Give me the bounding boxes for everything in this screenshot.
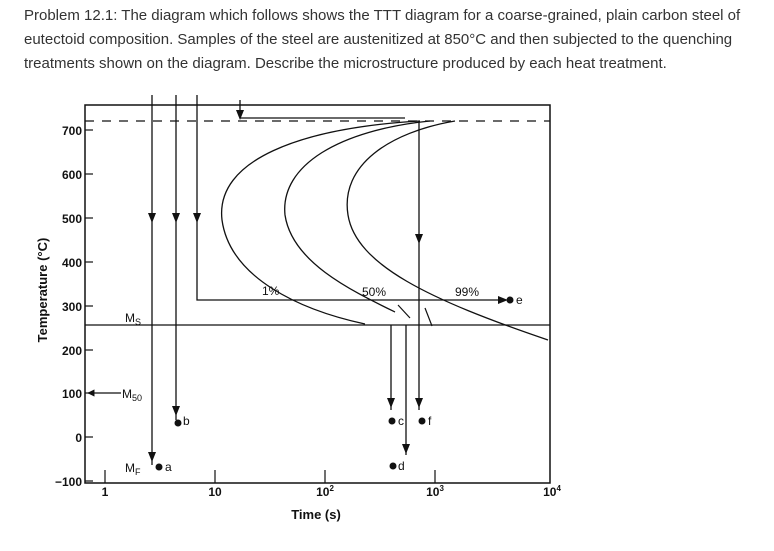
transformation-mid-curve <box>284 120 431 313</box>
path-e-arrow-1 <box>193 213 201 223</box>
path-a-arrow-1 <box>148 213 156 223</box>
x-tick-10000: 104 <box>543 484 561 499</box>
curve-cross-tick-1 <box>397 304 411 319</box>
point-f-dot <box>418 417 426 425</box>
point-e-label: e <box>516 293 523 307</box>
point-c-label: c <box>398 414 404 428</box>
path-e-arrow-2 <box>498 296 508 304</box>
point-d-label: d <box>398 459 405 473</box>
y-tick-700: 700 <box>62 124 82 138</box>
x-axis-ticks <box>104 470 436 483</box>
path-cd-top-arrow <box>236 110 244 120</box>
transformation-end-curve <box>346 120 549 341</box>
x-axis-label: Time (s) <box>291 507 341 522</box>
path-c-arrow <box>387 398 395 408</box>
point-b-dot <box>174 419 182 427</box>
y-axis-label: Temperature (°C) <box>35 238 50 343</box>
path-a-arrow-2 <box>148 452 156 462</box>
y-tick-600: 600 <box>62 168 82 182</box>
path-b-arrow-1 <box>172 213 180 223</box>
y-axis-ticks <box>85 129 93 482</box>
problem-statement: Problem 12.1: The diagram which follows … <box>24 7 741 72</box>
curve-label-1pct: 1% <box>262 284 280 298</box>
x-tick-10: 10 <box>208 485 222 499</box>
path-f-arrow-2 <box>415 398 423 408</box>
ms-label: MS <box>125 311 141 327</box>
point-d-dot <box>389 462 397 470</box>
y-tick-400: 400 <box>62 256 82 270</box>
x-tick-1: 1 <box>102 485 109 499</box>
x-tick-100: 102 <box>316 484 334 499</box>
curve-label-50pct: 50% <box>362 285 386 299</box>
point-a-dot <box>155 463 163 471</box>
x-tick-1000: 103 <box>426 484 444 499</box>
y-tick-200: 200 <box>62 344 82 358</box>
mf-label: MF <box>125 461 141 477</box>
y-tick-500: 500 <box>62 212 82 226</box>
point-c-dot <box>388 417 396 425</box>
y-tick-100: 100 <box>62 387 82 401</box>
plot-frame <box>84 104 551 484</box>
point-e-dot <box>506 296 514 304</box>
path-f-arrow-1 <box>415 234 423 244</box>
point-b-label: b <box>183 414 190 428</box>
path-e-line <box>196 95 500 301</box>
y-tick-0: 0 <box>75 431 82 445</box>
y-tick-minus100: −100 <box>55 475 82 489</box>
curve-label-99pct: 99% <box>455 285 479 299</box>
path-d-arrow <box>402 444 410 454</box>
y-tick-300: 300 <box>62 300 82 314</box>
m50-label: M50 <box>122 387 142 403</box>
point-a-label: a <box>165 460 172 474</box>
transformation-start-curve <box>221 120 421 325</box>
path-b-arrow-2 <box>172 406 180 416</box>
curve-cross-tick-2 <box>424 307 433 327</box>
point-f-label: f <box>428 414 432 428</box>
